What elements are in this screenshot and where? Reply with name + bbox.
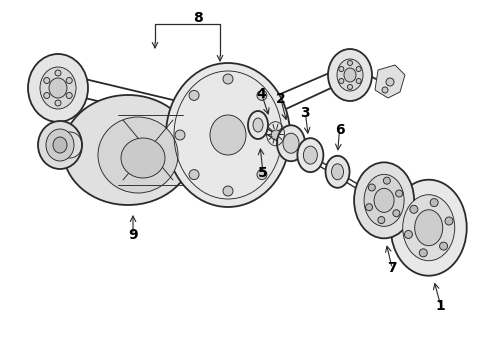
Circle shape <box>189 90 199 100</box>
Ellipse shape <box>403 195 455 261</box>
Text: 7: 7 <box>387 261 397 275</box>
Text: 4: 4 <box>257 87 267 101</box>
Ellipse shape <box>283 133 299 153</box>
Polygon shape <box>42 92 72 120</box>
Ellipse shape <box>297 138 323 172</box>
Ellipse shape <box>98 117 178 193</box>
Circle shape <box>356 67 361 72</box>
Circle shape <box>44 77 50 84</box>
Circle shape <box>347 85 352 90</box>
Circle shape <box>366 204 372 211</box>
Ellipse shape <box>303 146 318 164</box>
Circle shape <box>404 230 413 238</box>
Circle shape <box>55 70 61 76</box>
Circle shape <box>382 87 388 93</box>
Text: 9: 9 <box>128 228 138 242</box>
Text: 1: 1 <box>436 299 445 313</box>
Ellipse shape <box>277 125 305 161</box>
Circle shape <box>339 78 344 84</box>
Ellipse shape <box>49 78 67 98</box>
Ellipse shape <box>63 95 193 205</box>
Ellipse shape <box>253 118 263 132</box>
Circle shape <box>223 186 233 196</box>
Circle shape <box>445 217 453 225</box>
Ellipse shape <box>415 210 443 246</box>
Circle shape <box>419 249 427 257</box>
Ellipse shape <box>391 180 466 276</box>
Ellipse shape <box>210 115 246 155</box>
Polygon shape <box>375 65 405 98</box>
Ellipse shape <box>344 68 356 82</box>
Ellipse shape <box>374 188 394 212</box>
Ellipse shape <box>364 174 404 226</box>
Circle shape <box>175 130 185 140</box>
Circle shape <box>368 184 375 191</box>
Circle shape <box>189 170 199 180</box>
Circle shape <box>383 177 391 184</box>
Circle shape <box>66 93 72 99</box>
Text: 3: 3 <box>300 106 310 120</box>
Ellipse shape <box>121 138 165 178</box>
Circle shape <box>393 210 400 217</box>
Circle shape <box>223 74 233 84</box>
Circle shape <box>378 217 385 224</box>
Ellipse shape <box>328 49 372 101</box>
Text: 5: 5 <box>258 166 268 180</box>
Ellipse shape <box>28 54 88 122</box>
Circle shape <box>440 242 447 250</box>
Circle shape <box>339 67 344 72</box>
Ellipse shape <box>40 67 76 109</box>
Circle shape <box>271 130 281 140</box>
Ellipse shape <box>248 111 268 139</box>
Circle shape <box>257 90 267 100</box>
Ellipse shape <box>166 63 290 207</box>
Text: 6: 6 <box>335 123 344 137</box>
Circle shape <box>386 78 394 86</box>
Circle shape <box>356 78 361 84</box>
Circle shape <box>66 77 72 84</box>
Ellipse shape <box>325 156 349 188</box>
Circle shape <box>430 199 438 207</box>
Circle shape <box>257 170 267 180</box>
Ellipse shape <box>332 164 343 180</box>
Ellipse shape <box>53 137 67 153</box>
Ellipse shape <box>38 121 82 169</box>
Circle shape <box>395 190 403 197</box>
Ellipse shape <box>354 162 414 238</box>
Circle shape <box>44 93 50 99</box>
Circle shape <box>410 205 418 213</box>
Text: 2: 2 <box>276 92 286 106</box>
Text: 8: 8 <box>193 11 203 25</box>
Ellipse shape <box>46 129 74 161</box>
Circle shape <box>55 100 61 106</box>
Ellipse shape <box>337 59 363 91</box>
Circle shape <box>347 60 352 66</box>
